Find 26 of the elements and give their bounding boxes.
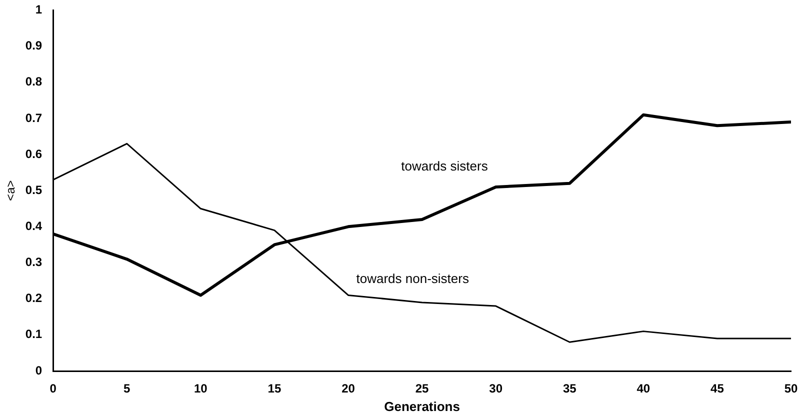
y-tick-label: 0.3 (25, 255, 42, 270)
x-tick-label: 40 (636, 382, 650, 396)
x-tick-label: 20 (342, 382, 356, 396)
x-tick-label: 10 (194, 382, 208, 396)
series-label: towards non-sisters (356, 270, 470, 286)
x-tick-label: 50 (784, 382, 798, 396)
y-tick-label: 1 (35, 2, 42, 17)
x-tick-label: 5 (124, 382, 131, 396)
x-tick-label: 15 (268, 382, 282, 396)
y-tick-label: 0.8 (25, 74, 42, 89)
y-tick-label: 0.2 (25, 291, 42, 306)
y-axis-title: <a> (4, 180, 18, 201)
x-tick-label: 35 (562, 382, 577, 396)
y-tick-label: 0.1 (25, 327, 42, 342)
x-axis-title: Generations (384, 398, 460, 414)
x-tick-label: 0 (50, 382, 57, 396)
series-label: towards sisters (401, 158, 488, 174)
x-tick-label: 45 (710, 382, 724, 396)
y-tick-label: 0.7 (25, 110, 42, 125)
y-tick-label: 0.4 (25, 218, 42, 233)
y-tick-label: 0.9 (25, 38, 42, 53)
y-tick-label: 0 (35, 363, 42, 378)
y-tick-label: 0.6 (25, 146, 42, 161)
x-tick-label: 30 (489, 382, 503, 396)
y-tick-label: 0.5 (25, 182, 42, 197)
x-tick-label: 25 (415, 382, 430, 396)
